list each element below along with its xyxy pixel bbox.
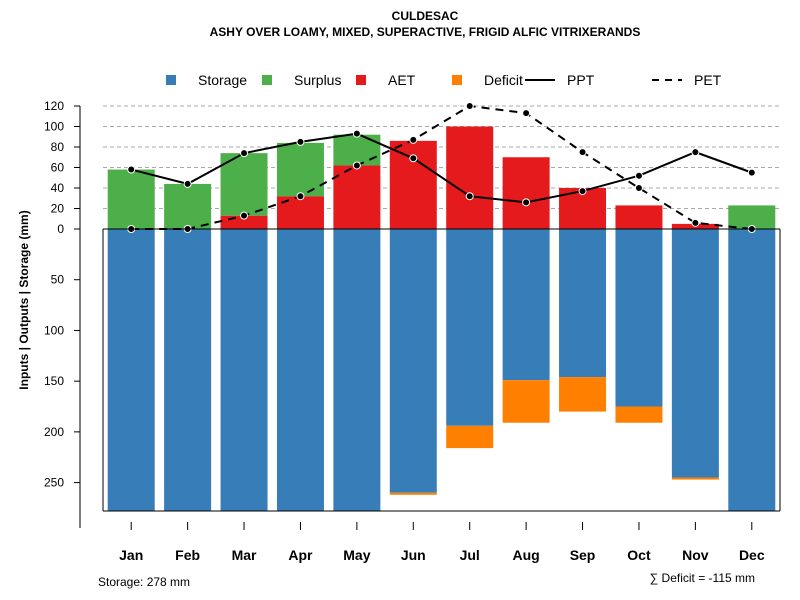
- deficit-bar: [615, 406, 663, 423]
- pet-point: [296, 192, 305, 201]
- legend-label-aet: AET: [388, 72, 416, 88]
- legend: Storage Surplus AET Deficit PPT PET: [166, 72, 722, 88]
- ppt-point: [183, 179, 192, 188]
- deficit-bar: [446, 425, 494, 449]
- legend-swatch-storage: [166, 75, 176, 85]
- ppt-point: [522, 198, 531, 207]
- surplus-bar: [164, 183, 212, 229]
- y-tick-label: 60: [51, 161, 65, 175]
- aet-bar: [333, 165, 381, 229]
- storage-bar: [615, 229, 663, 407]
- pet-point: [634, 184, 643, 192]
- ppt-point: [240, 149, 249, 158]
- legend-swatch-surplus: [262, 75, 272, 85]
- ppt-point: [127, 165, 136, 174]
- ppt-point: [352, 129, 361, 138]
- surplus-bar: [220, 153, 268, 216]
- y-tick-label: 250: [44, 476, 64, 490]
- surplus-bar: [276, 142, 324, 197]
- pet-point: [240, 211, 249, 220]
- x-tick-label: Mar: [232, 547, 257, 563]
- deficit-bar: [502, 380, 550, 423]
- pet-point: [522, 109, 531, 118]
- x-tick-label: Nov: [682, 547, 709, 563]
- legend-label-ppt: PPT: [567, 72, 595, 88]
- storage-bar: [220, 229, 268, 511]
- y-tick-label: 40: [51, 181, 65, 195]
- pet-line: [131, 104, 752, 230]
- y-tick-label: 150: [44, 374, 64, 388]
- bars: [107, 126, 776, 511]
- y-tick-label: 100: [44, 323, 64, 337]
- ppt-point: [296, 137, 305, 146]
- storage-bar: [333, 229, 381, 511]
- ppt-point: [465, 192, 474, 201]
- pet-point: [352, 161, 361, 170]
- storage-bar: [164, 229, 212, 511]
- x-tick-label: Sep: [570, 547, 596, 563]
- aet-bar: [389, 140, 437, 229]
- surplus-bar: [333, 134, 381, 166]
- storage-bar: [107, 229, 155, 511]
- legend-swatch-aet: [356, 75, 366, 85]
- pet-point: [409, 135, 418, 144]
- x-tick-label: Dec: [739, 547, 765, 563]
- ppt-point: [409, 154, 418, 163]
- storage-bar: [502, 229, 550, 381]
- aet-bar: [446, 126, 494, 229]
- y-axis-label: Inputs | Outputs | Storage (mm): [17, 210, 31, 389]
- legend-label-surplus: Surplus: [294, 72, 341, 88]
- x-tick-label: Apr: [288, 547, 313, 563]
- axes: 0 20 40 60 80 100 120 50 100 150 200 250 Jan Feb Mar Ap…: [44, 99, 781, 563]
- storage-bar: [671, 229, 719, 478]
- pet-point: [691, 218, 700, 227]
- surplus-bar: [107, 169, 155, 229]
- storage-bar: [728, 229, 776, 511]
- deficit-bar: [671, 477, 719, 480]
- deficit-bar: [559, 377, 607, 412]
- y-tick-label: 100: [44, 120, 64, 134]
- legend-label-deficit: Deficit: [484, 72, 523, 88]
- deficit-bar: [389, 492, 437, 495]
- storage-footer: Storage: 278 mm: [98, 575, 190, 589]
- x-tick-label: Feb: [175, 547, 200, 563]
- y-tick-label: 80: [51, 140, 65, 154]
- x-tick-label: May: [343, 547, 370, 563]
- legend-label-pet: PET: [694, 72, 722, 88]
- pet-point: [465, 102, 474, 110]
- ppt-point: [578, 187, 587, 196]
- y-tick-label: 20: [51, 202, 65, 216]
- storage-bar: [559, 229, 607, 378]
- storage-bar: [389, 229, 437, 493]
- ppt-point: [634, 171, 643, 180]
- surplus-bar: [728, 205, 776, 229]
- legend-label-storage: Storage: [198, 72, 247, 88]
- aet-bar: [615, 205, 663, 229]
- storage-bar: [446, 229, 494, 426]
- x-tick-label: Aug: [513, 547, 540, 563]
- x-tick-label: Jan: [119, 547, 143, 563]
- ppt-line: [130, 132, 753, 204]
- ppt-point: [747, 168, 756, 177]
- chart-title: CULDESAC: [392, 9, 459, 23]
- x-tick-label: Jul: [460, 547, 480, 563]
- x-tick-label: Oct: [627, 547, 651, 563]
- chart-subtitle: ASHY OVER LOAMY, MIXED, SUPERACTIVE, FRI…: [210, 25, 641, 39]
- ppt-point: [691, 148, 700, 157]
- legend-swatch-deficit: [452, 75, 462, 85]
- aet-bar: [502, 157, 550, 229]
- y-tick-label: 50: [51, 273, 65, 287]
- x-tick-label: Jun: [401, 547, 426, 563]
- y-tick-label: 120: [44, 99, 64, 113]
- deficit-footer: ∑ Deficit = -115 mm: [650, 571, 755, 585]
- pet-point: [578, 148, 587, 157]
- y-tick-label: 200: [44, 425, 64, 439]
- y-tick-label: 0: [57, 222, 64, 236]
- storage-bar: [276, 229, 324, 511]
